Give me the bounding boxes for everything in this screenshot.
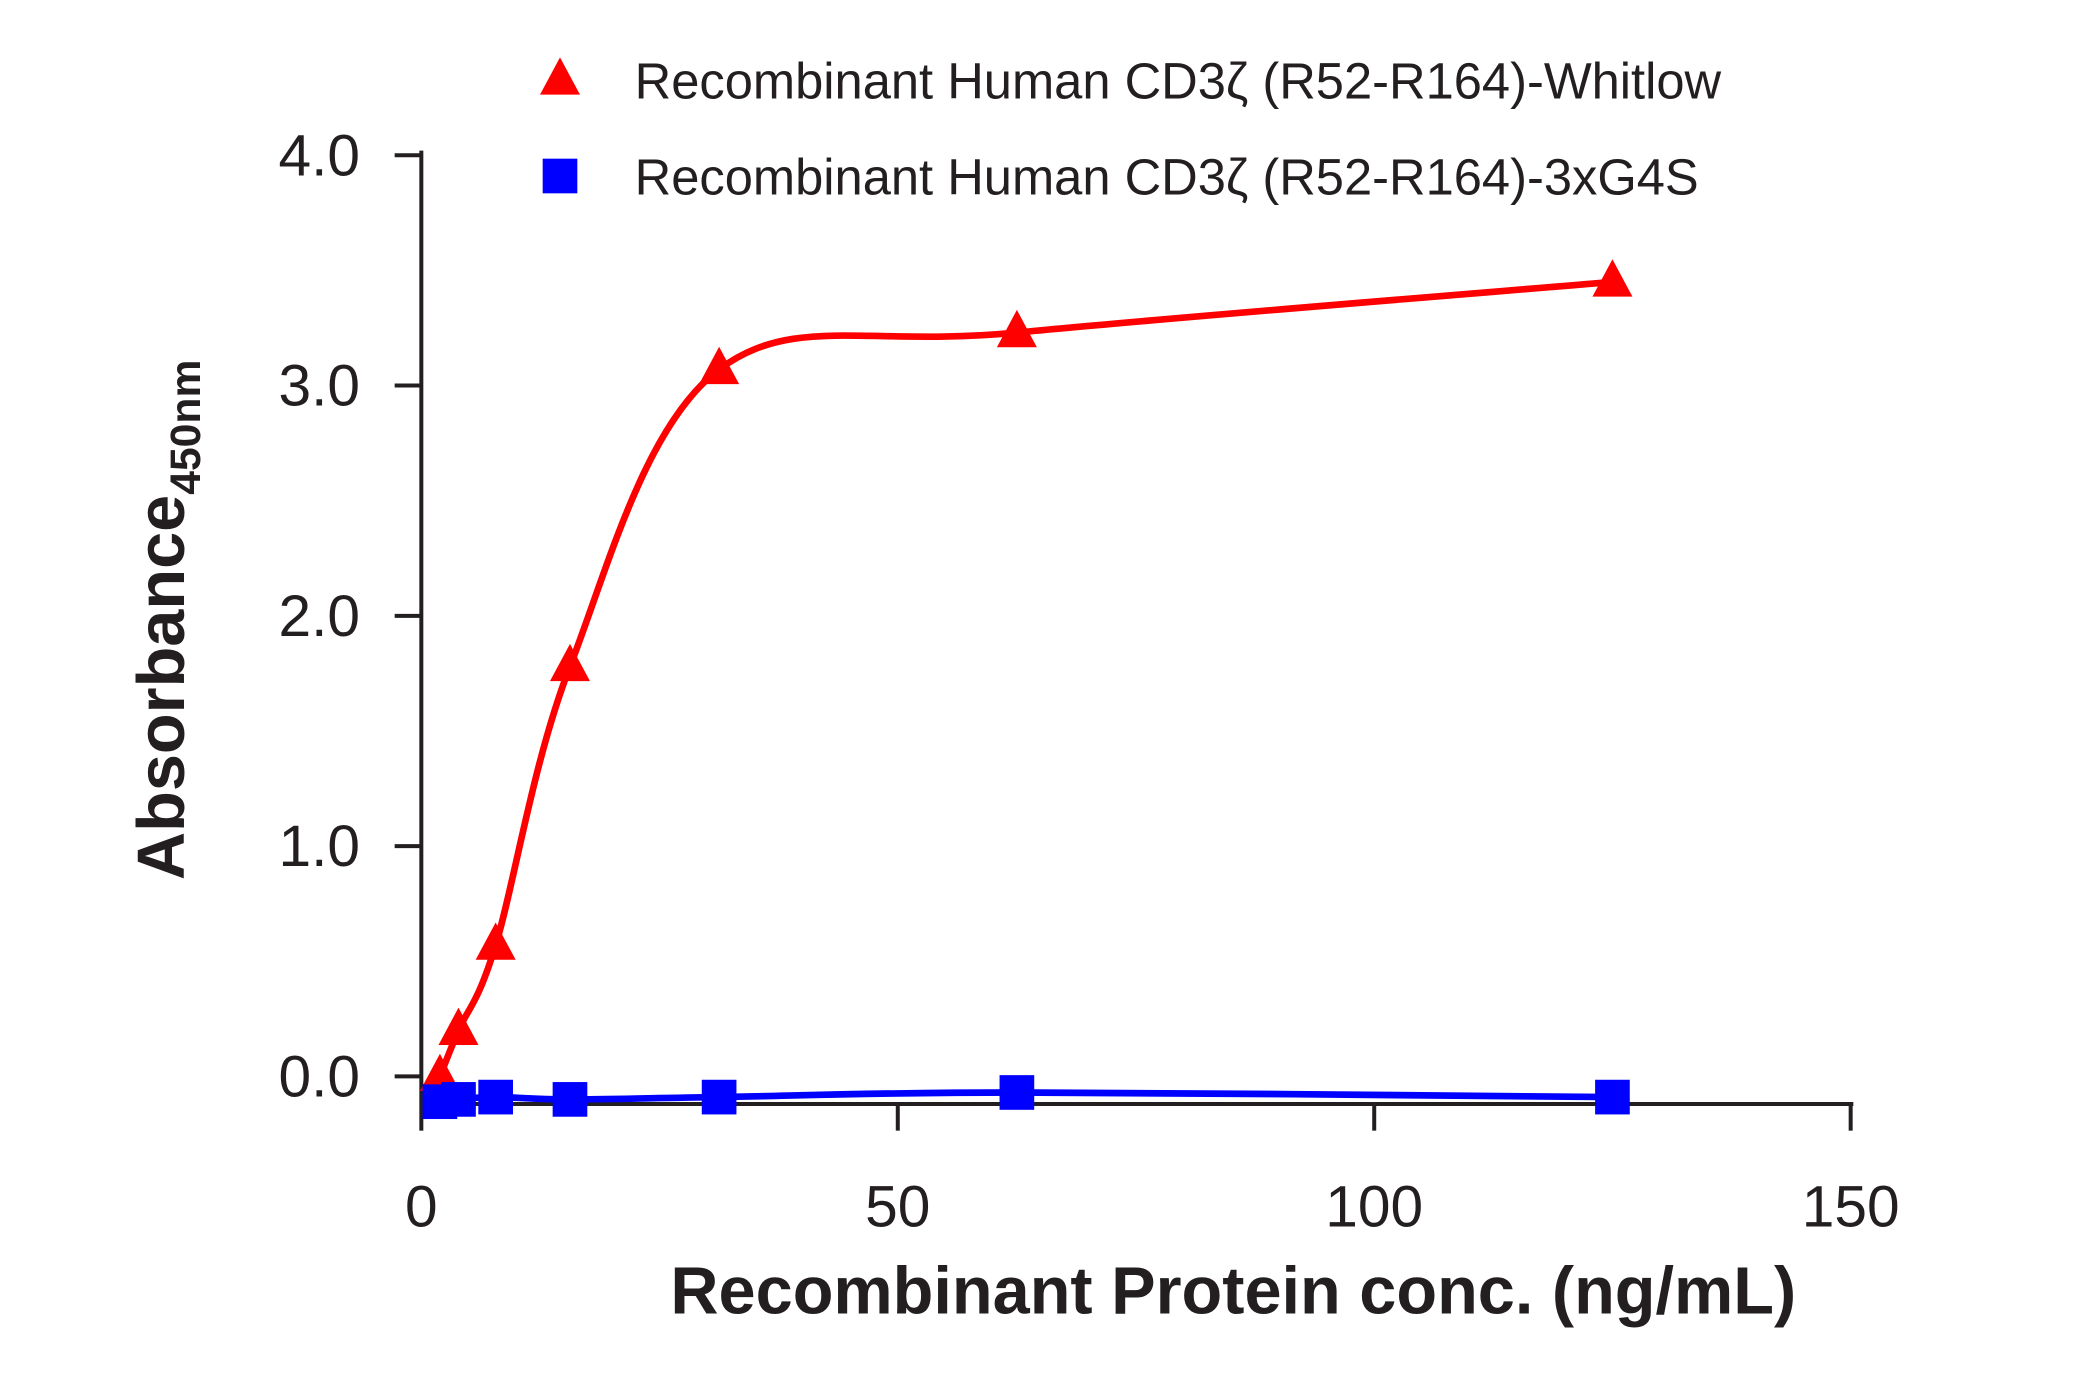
data-point bbox=[475, 922, 516, 960]
y-axis-title-sub: 450nm bbox=[162, 360, 210, 495]
data-point bbox=[1595, 1079, 1630, 1115]
y-axis-title-group: Absorbance450nm bbox=[125, 360, 210, 880]
legend-marker bbox=[540, 57, 580, 95]
y-tick-label: 4.0 bbox=[278, 123, 360, 188]
series-line bbox=[436, 278, 1613, 1078]
x-tick-label: 150 bbox=[1802, 1175, 1900, 1240]
legend-label: Recombinant Human CD3ζ (R52-R164)-Whitlo… bbox=[635, 53, 1722, 110]
data-point bbox=[478, 1079, 513, 1115]
y-tick-label: 2.0 bbox=[278, 584, 360, 649]
y-tick-label: 3.0 bbox=[278, 354, 360, 419]
data-point bbox=[699, 346, 740, 385]
x-tick-label: 0 bbox=[405, 1175, 438, 1240]
data-point bbox=[996, 309, 1037, 348]
x-axis-title: Recombinant Protein conc. (ng/mL) bbox=[670, 1254, 1796, 1328]
data-point bbox=[419, 1053, 460, 1092]
y-tick-label: 1.0 bbox=[278, 814, 360, 879]
y-tick-label: 0.0 bbox=[278, 1044, 360, 1109]
data-point bbox=[441, 1082, 476, 1117]
x-tick-label: 100 bbox=[1325, 1175, 1423, 1240]
y-axis-title-main: Absorbance bbox=[125, 495, 199, 880]
x-tick-label: 50 bbox=[865, 1175, 930, 1240]
data-point bbox=[438, 1007, 479, 1045]
data-point bbox=[701, 1079, 737, 1115]
y-axis-title: Absorbance450nm bbox=[125, 360, 210, 880]
data-point bbox=[552, 1082, 588, 1117]
legend-label: Recombinant Human CD3ζ (R52-R164)-3xG4S bbox=[635, 149, 1699, 206]
data-point bbox=[1592, 259, 1633, 297]
legend-marker bbox=[542, 158, 578, 194]
data-point bbox=[999, 1075, 1035, 1110]
data-point bbox=[549, 643, 590, 682]
